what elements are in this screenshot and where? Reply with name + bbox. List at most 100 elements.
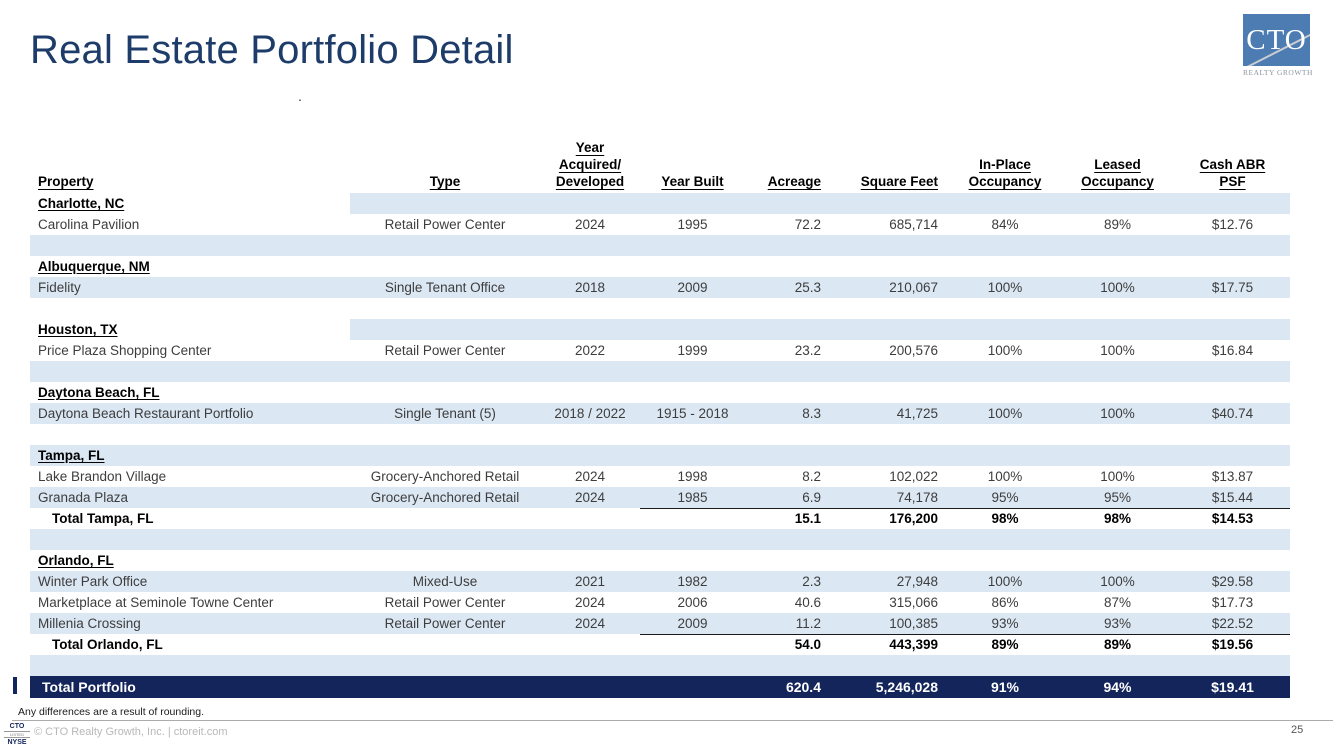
section-row: Tampa, FL xyxy=(30,445,1290,466)
spacer-row xyxy=(30,424,1290,445)
cell-type: Single Tenant Office xyxy=(384,280,506,295)
cell-in_place_occupancy: 93% xyxy=(950,613,1060,635)
cell-cash_abr_psf xyxy=(1175,529,1290,550)
cell-year_built: 1999 xyxy=(677,343,708,358)
cell-acreage: 54.0 xyxy=(794,637,821,652)
cell-cash_abr_psf xyxy=(1175,193,1290,214)
spacer-row xyxy=(30,298,1290,319)
cell-in_place_occupancy: 100% xyxy=(987,343,1023,358)
cell-in_place_occupancy: 100% xyxy=(987,469,1023,484)
cell-square_feet xyxy=(835,550,950,571)
section-row: Orlando, FL xyxy=(30,550,1290,571)
cell-property: Marketplace at Seminole Towne Center xyxy=(38,595,274,610)
cell-square_feet xyxy=(835,193,950,214)
cell-type xyxy=(350,193,540,214)
cell-acreage xyxy=(745,361,835,382)
cell-year_acquired_developed xyxy=(540,550,640,571)
property-row: Marketplace at Seminole Towne Center Reta… xyxy=(30,592,1290,613)
cell-type xyxy=(350,361,540,382)
cell-acreage xyxy=(745,235,835,256)
cell-year_built xyxy=(640,319,745,340)
cell-property: Total Orlando, FL xyxy=(52,637,163,652)
cell-property: Charlotte, NC xyxy=(30,193,350,214)
spacer-row xyxy=(30,529,1290,550)
cell-acreage xyxy=(745,298,835,319)
cell-year_acquired_developed xyxy=(540,508,640,529)
cell-year_built xyxy=(640,235,745,256)
cell-square_feet: 100,385 xyxy=(835,613,950,635)
cell-acreage: 8.2 xyxy=(802,469,821,484)
cell-in_place_occupancy: 84% xyxy=(991,217,1019,232)
cell-acreage xyxy=(745,424,835,445)
column-header-cash-abr-psf: Cash ABR PSF xyxy=(1199,157,1266,189)
cell-cash_abr_psf: $17.73 xyxy=(1211,595,1254,610)
total-portfolio-row: Total Portfolio 620.4 5,246,028 91% 94% $19.4… xyxy=(30,676,1290,698)
cell-property xyxy=(30,235,350,256)
cell-property xyxy=(30,655,350,676)
footer-divider xyxy=(12,720,1333,721)
cell-property xyxy=(30,298,350,319)
cell-acreage xyxy=(745,445,835,466)
property-row: Granada Plaza Grocery-Anchored Retail 2024… xyxy=(30,487,1290,509)
cell-in_place_occupancy: 100% xyxy=(987,406,1023,421)
cell-in_place_occupancy: 100% xyxy=(987,574,1023,589)
property-row: Millenia Crossing Retail Power Center 2024… xyxy=(30,613,1290,635)
cell-acreage: 620.4 xyxy=(785,679,821,695)
cell-property: Fidelity xyxy=(38,280,81,295)
cell-acreage: 25.3 xyxy=(794,280,821,295)
cell-year_built xyxy=(640,676,745,698)
cell-leased_occupancy: 89% xyxy=(1103,217,1132,232)
cell-year_built xyxy=(640,424,745,445)
property-row: Carolina Pavilion Retail Power Center 2024… xyxy=(30,214,1290,235)
cell-property: Daytona Beach, FL xyxy=(38,385,160,400)
table-body: Charlotte, NC Carolina Pavilion Retail Pow… xyxy=(30,193,1290,698)
cell-property xyxy=(30,361,350,382)
cell-year_built xyxy=(640,508,745,529)
section-row: Daytona Beach, FL xyxy=(30,382,1290,403)
cell-cash_abr_psf: $40.74 xyxy=(1211,406,1254,421)
cell-acreage: 11.2 xyxy=(745,613,835,635)
cell-in_place_occupancy: 98% xyxy=(991,511,1019,526)
subtotal-row: Total Tampa, FL 15.1 176,200 98% 98% $14.53 xyxy=(30,508,1290,529)
cell-acreage xyxy=(745,529,835,550)
copyright-text: © CTO Realty Growth, Inc. | ctoreit.com xyxy=(34,726,228,738)
cell-type xyxy=(350,382,540,403)
cell-property: Price Plaza Shopping Center xyxy=(38,343,212,358)
cell-year_acquired_developed xyxy=(540,445,640,466)
cell-year_built xyxy=(640,193,745,214)
cell-square_feet xyxy=(835,382,950,403)
cell-leased_occupancy: 100% xyxy=(1100,280,1135,295)
column-header-year-acquired: Year Acquired/ Developed xyxy=(555,140,625,189)
cell-year_acquired_developed xyxy=(540,298,640,319)
cell-type xyxy=(350,235,540,256)
cell-type: Retail Power Center xyxy=(384,343,506,358)
cell-type xyxy=(350,676,540,698)
cell-in_place_occupancy xyxy=(950,235,1060,256)
cell-type: Retail Power Center xyxy=(384,595,506,610)
cell-square_feet: 102,022 xyxy=(889,469,938,484)
cell-leased_occupancy: 98% xyxy=(1103,511,1132,526)
property-row: Lake Brandon Village Grocery-Anchored Ret… xyxy=(30,466,1290,487)
cell-cash_abr_psf xyxy=(1175,361,1290,382)
cell-type: Grocery-Anchored Retail xyxy=(370,490,520,505)
cell-cash_abr_psf xyxy=(1175,445,1290,466)
cell-year_acquired_developed xyxy=(540,634,640,655)
cell-in_place_occupancy xyxy=(950,424,1060,445)
cell-type xyxy=(350,634,540,655)
cell-leased_occupancy xyxy=(1060,319,1175,340)
page-number: 25 xyxy=(1291,724,1304,736)
cell-acreage: 23.2 xyxy=(794,343,821,358)
cell-year_built xyxy=(640,361,745,382)
table-header-row: Property Type Year Acquired/ Developed Y… xyxy=(30,118,1290,193)
cell-leased_occupancy xyxy=(1060,256,1175,277)
cell-year_built: 1998 xyxy=(677,469,708,484)
subtotal-row: Total Orlando, FL 54.0 443,399 89% 89% $19.56 xyxy=(30,634,1290,655)
cell-cash_abr_psf: $16.84 xyxy=(1211,343,1254,358)
cell-type: Single Tenant (5) xyxy=(394,406,496,421)
cell-leased_occupancy: 94% xyxy=(1103,679,1132,695)
cell-year_acquired_developed xyxy=(540,529,640,550)
cell-leased_occupancy xyxy=(1060,193,1175,214)
cell-in_place_occupancy xyxy=(950,382,1060,403)
cell-cash_abr_psf xyxy=(1175,424,1290,445)
